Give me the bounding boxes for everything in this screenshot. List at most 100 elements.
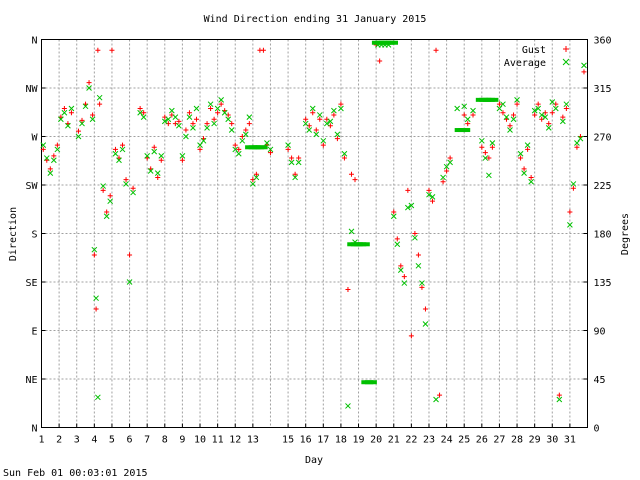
average-point (433, 396, 439, 403)
gust-point (285, 146, 291, 152)
gust-point (345, 287, 351, 293)
gust-point (412, 231, 418, 236)
gust-point (560, 114, 566, 120)
average-point (426, 191, 432, 198)
gust-point (47, 166, 53, 172)
gust-point (430, 198, 436, 204)
y-axis-right-ticks: 0 45 90 135 180 225 270 315 360 (583, 36, 612, 435)
gust-point (97, 101, 103, 107)
gust-point (75, 128, 81, 134)
gust-point (190, 121, 196, 127)
gust-point (208, 105, 214, 111)
x-tick-label: 18 (335, 435, 347, 446)
gust-point (303, 116, 309, 122)
gust-point (507, 123, 513, 129)
average-point (176, 122, 182, 129)
gust-point (535, 101, 541, 107)
average-point (478, 137, 485, 144)
average-point (47, 170, 54, 176)
gust-point (532, 112, 538, 118)
x-tick-label: 31 (564, 435, 576, 446)
average-point (313, 131, 320, 138)
gust-point (123, 177, 129, 183)
gust-point (218, 101, 224, 107)
gust-point (267, 150, 273, 156)
gust-point (79, 117, 85, 123)
gust-point (317, 116, 323, 122)
y-tick-label-right: 45 (594, 375, 606, 386)
y-axis-left-ticks: N NE E SE S SW W NW N (25, 36, 46, 435)
average-point (123, 181, 129, 187)
gust-point (341, 155, 347, 161)
average-point (559, 118, 566, 125)
legend-mark-gust (563, 46, 569, 52)
gust-point (54, 142, 60, 148)
average-point (531, 107, 538, 114)
gust-point (232, 142, 238, 148)
x-tick-label: 12 (229, 435, 241, 446)
legend-marks (562, 46, 570, 66)
x-tick-label: 4 (91, 435, 97, 446)
average-point (100, 183, 106, 189)
gust-point (109, 47, 115, 53)
average-point (404, 204, 411, 211)
average-point (514, 97, 520, 103)
gust-point (437, 392, 443, 398)
average-point (429, 194, 436, 200)
gust-point (260, 47, 266, 53)
x-tick-label: 3 (74, 435, 80, 446)
average-point (144, 153, 151, 159)
average-point (172, 114, 179, 120)
y-tick-label-right: 90 (594, 327, 606, 338)
average-point (496, 105, 503, 112)
average-point (295, 159, 302, 166)
x-tick-label: 6 (127, 435, 133, 446)
average-point (390, 213, 397, 220)
gust-point (183, 127, 189, 133)
average-point (327, 118, 334, 125)
average-point (331, 107, 337, 114)
average-run-bar (255, 145, 268, 150)
average-point (137, 109, 143, 116)
average-point (186, 114, 193, 120)
gust-point (215, 110, 221, 116)
average-point (412, 234, 418, 241)
y-axis-label-left: Direction (8, 207, 19, 261)
average-point (563, 101, 570, 108)
average-run-bar (385, 40, 398, 45)
average-point (408, 202, 415, 209)
gust-point (253, 171, 259, 177)
y-tick-label-left: NE (25, 375, 37, 386)
gust-point (405, 187, 411, 193)
average-point (82, 103, 89, 110)
average-point (267, 146, 274, 153)
x-tick-label: 2 (56, 435, 62, 446)
gust-point (444, 168, 450, 174)
average-point (443, 163, 450, 170)
x-tick-label: 27 (493, 435, 505, 446)
average-point (570, 181, 577, 187)
gust-point (197, 146, 203, 152)
average-point (211, 120, 217, 127)
gust-point (313, 127, 319, 133)
average-point (538, 112, 545, 118)
x-axis-label: Day (305, 455, 323, 466)
gust-point (130, 185, 136, 191)
gust-point (549, 110, 555, 116)
average-point (40, 142, 47, 148)
average-point (225, 116, 232, 123)
average-point (253, 174, 260, 181)
chart-title: Wind Direction ending 31 January 2015 (204, 14, 427, 25)
average-point (168, 107, 175, 114)
average-point (535, 105, 542, 112)
grid-lines (41, 39, 588, 428)
average-point (401, 280, 408, 286)
gust-point (141, 110, 147, 116)
x-tick-label: 7 (144, 435, 150, 446)
average-point (43, 155, 50, 161)
gust-point (447, 155, 453, 161)
average-point (542, 114, 549, 120)
gust-point (567, 209, 573, 215)
gust-point (137, 105, 143, 111)
gust-point (461, 112, 467, 118)
